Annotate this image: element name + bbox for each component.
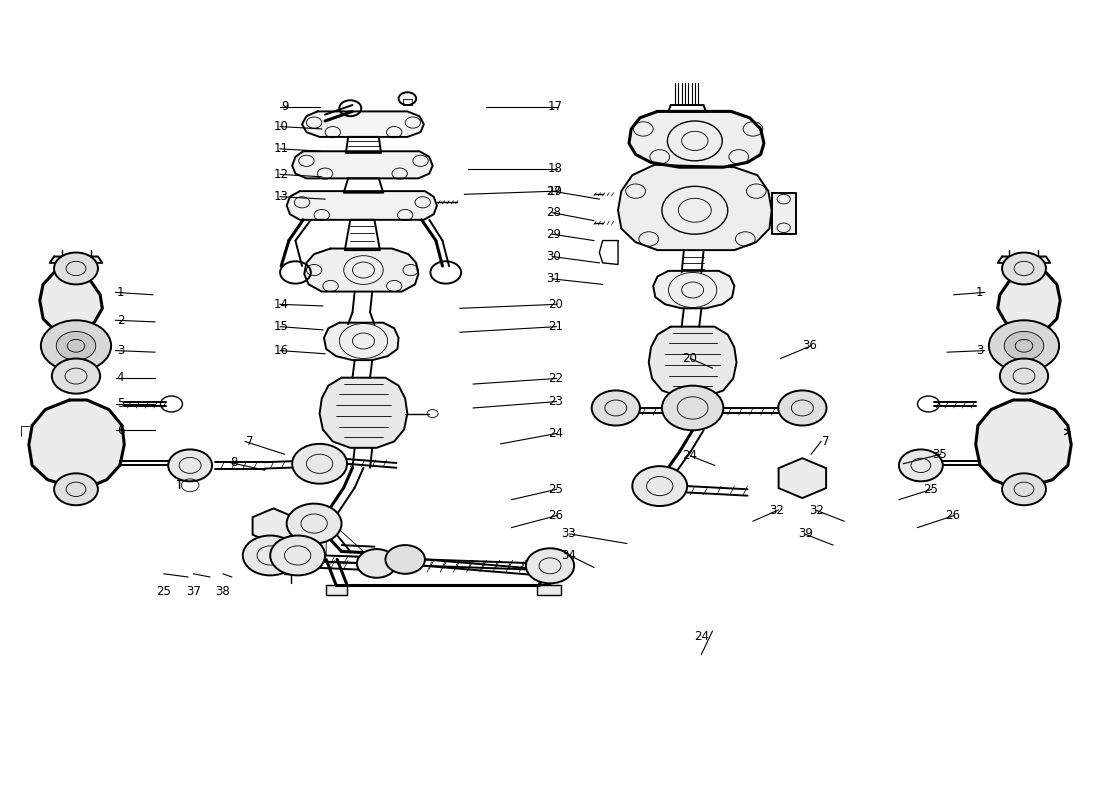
Text: 3: 3 bbox=[976, 344, 983, 357]
Text: 25: 25 bbox=[923, 482, 938, 496]
Text: 7: 7 bbox=[823, 435, 829, 448]
Circle shape bbox=[54, 474, 98, 506]
Circle shape bbox=[632, 466, 688, 506]
Text: 25: 25 bbox=[548, 482, 563, 496]
Text: 20: 20 bbox=[682, 352, 696, 365]
Text: 3: 3 bbox=[117, 344, 124, 357]
Text: 20: 20 bbox=[548, 298, 563, 311]
Text: 19: 19 bbox=[548, 185, 563, 198]
Text: 22: 22 bbox=[548, 372, 563, 385]
Circle shape bbox=[41, 320, 111, 371]
Circle shape bbox=[385, 545, 425, 574]
Text: 2: 2 bbox=[117, 314, 124, 326]
Polygon shape bbox=[293, 151, 432, 178]
Text: 38: 38 bbox=[216, 585, 230, 598]
Text: 10: 10 bbox=[274, 120, 289, 133]
Text: 11: 11 bbox=[274, 142, 289, 155]
Circle shape bbox=[1004, 331, 1044, 360]
Text: 23: 23 bbox=[548, 395, 563, 408]
Polygon shape bbox=[253, 509, 295, 543]
Circle shape bbox=[52, 358, 100, 394]
Polygon shape bbox=[327, 585, 346, 595]
Text: 15: 15 bbox=[274, 320, 289, 333]
Text: 26: 26 bbox=[945, 509, 960, 522]
Circle shape bbox=[356, 549, 396, 578]
Text: 28: 28 bbox=[546, 206, 561, 219]
Text: 7: 7 bbox=[246, 435, 254, 448]
Polygon shape bbox=[998, 266, 1060, 334]
Text: 37: 37 bbox=[186, 585, 201, 598]
Circle shape bbox=[1002, 474, 1046, 506]
Text: 12: 12 bbox=[274, 168, 289, 181]
Circle shape bbox=[592, 390, 640, 426]
Circle shape bbox=[778, 390, 826, 426]
Text: 13: 13 bbox=[274, 190, 289, 203]
Text: 36: 36 bbox=[802, 339, 817, 352]
Polygon shape bbox=[302, 111, 424, 137]
Text: 8: 8 bbox=[230, 456, 238, 469]
Text: 4: 4 bbox=[117, 371, 124, 384]
Polygon shape bbox=[976, 400, 1071, 486]
Polygon shape bbox=[779, 458, 826, 498]
Text: 17: 17 bbox=[548, 100, 563, 113]
Circle shape bbox=[287, 504, 341, 543]
Text: 14: 14 bbox=[274, 298, 289, 311]
Circle shape bbox=[1002, 253, 1046, 285]
Text: 5: 5 bbox=[117, 398, 124, 410]
Text: 24: 24 bbox=[694, 630, 708, 643]
Polygon shape bbox=[324, 322, 398, 360]
Polygon shape bbox=[537, 585, 561, 595]
Text: 27: 27 bbox=[546, 185, 561, 198]
Polygon shape bbox=[29, 400, 124, 486]
Circle shape bbox=[168, 450, 212, 482]
Circle shape bbox=[899, 450, 943, 482]
Circle shape bbox=[662, 386, 724, 430]
Polygon shape bbox=[40, 266, 102, 334]
Text: 18: 18 bbox=[548, 162, 563, 175]
Polygon shape bbox=[629, 111, 764, 167]
Text: 1: 1 bbox=[117, 286, 124, 299]
Circle shape bbox=[989, 320, 1059, 371]
Circle shape bbox=[271, 535, 326, 575]
Text: 9: 9 bbox=[282, 100, 289, 113]
Text: 1: 1 bbox=[976, 286, 983, 299]
Text: 32: 32 bbox=[810, 503, 824, 517]
Circle shape bbox=[293, 444, 346, 484]
Polygon shape bbox=[653, 271, 735, 308]
Polygon shape bbox=[771, 193, 795, 234]
Text: 34: 34 bbox=[561, 549, 575, 562]
Polygon shape bbox=[305, 249, 418, 291]
Polygon shape bbox=[50, 257, 102, 263]
Text: 24: 24 bbox=[682, 450, 696, 462]
Circle shape bbox=[56, 331, 96, 360]
Text: 26: 26 bbox=[548, 509, 563, 522]
Text: 24: 24 bbox=[548, 427, 563, 440]
Text: 16: 16 bbox=[274, 344, 289, 357]
Text: 25: 25 bbox=[156, 585, 172, 598]
Text: 33: 33 bbox=[561, 527, 575, 541]
Text: 6: 6 bbox=[117, 424, 124, 437]
Text: 32: 32 bbox=[769, 503, 784, 517]
Text: 21: 21 bbox=[548, 320, 563, 333]
Text: 35: 35 bbox=[932, 448, 947, 461]
Circle shape bbox=[526, 548, 574, 583]
Circle shape bbox=[243, 535, 298, 575]
Circle shape bbox=[54, 253, 98, 285]
Polygon shape bbox=[649, 326, 737, 397]
Polygon shape bbox=[998, 257, 1050, 263]
Text: 39: 39 bbox=[799, 527, 813, 541]
Circle shape bbox=[1000, 358, 1048, 394]
Polygon shape bbox=[618, 165, 771, 250]
Text: 29: 29 bbox=[546, 228, 561, 241]
Text: 31: 31 bbox=[546, 272, 561, 286]
Polygon shape bbox=[320, 378, 407, 448]
Polygon shape bbox=[287, 191, 437, 220]
Text: 30: 30 bbox=[547, 250, 561, 263]
